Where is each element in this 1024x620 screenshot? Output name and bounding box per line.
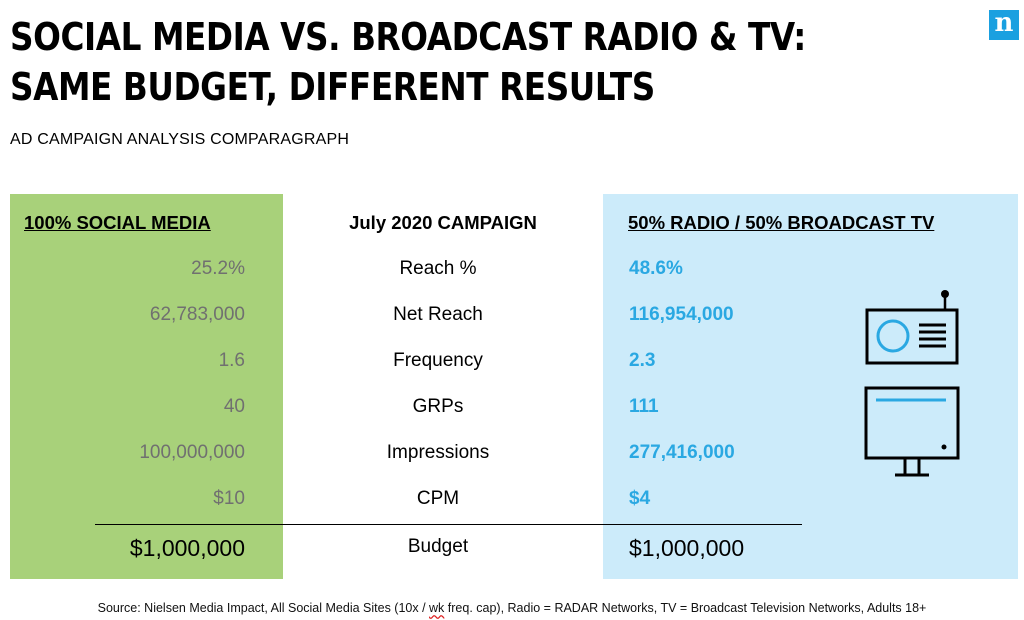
metric-label: Reach % bbox=[399, 258, 477, 279]
broadcast-value: 2.3 bbox=[629, 350, 656, 371]
social-value: 25.2% bbox=[191, 258, 245, 279]
social-value: 62,783,000 bbox=[149, 304, 245, 325]
source-text-start: Source: Nielsen Media Impact, All Social… bbox=[97, 601, 430, 615]
source-text-flagged: wk bbox=[429, 601, 445, 615]
tv-icon bbox=[864, 386, 960, 477]
metric-label: Impressions bbox=[386, 442, 490, 463]
source-footnote: Source: Nielsen Media Impact, All Social… bbox=[0, 601, 1024, 615]
subtitle: AD CAMPAIGN ANALYSIS COMPARAGRAPH bbox=[10, 131, 350, 148]
table-row: 40 GRPs 111 bbox=[0, 396, 1024, 426]
table-row: 1.6 Frequency 2.3 bbox=[0, 350, 1024, 380]
budget-social-value: $1,000,000 bbox=[129, 535, 245, 561]
broadcast-value: $4 bbox=[629, 488, 651, 509]
column-header-campaign: July 2020 CAMPAIGN bbox=[349, 212, 537, 233]
broadcast-value: 48.6% bbox=[629, 258, 683, 279]
budget-label: Budget bbox=[407, 536, 469, 557]
table-row: 25.2% Reach % 48.6% bbox=[0, 258, 1024, 288]
broadcast-value: 277,416,000 bbox=[629, 442, 735, 463]
page-title: SOCIAL MEDIA VS. BROADCAST RADIO & TV: S… bbox=[10, 12, 806, 112]
budget-broadcast-value: $1,000,000 bbox=[629, 535, 745, 561]
column-header-social: 100% SOCIAL MEDIA bbox=[24, 212, 211, 233]
metric-label: Frequency bbox=[393, 350, 483, 371]
nielsen-logo-icon: n bbox=[989, 10, 1019, 40]
total-divider-line bbox=[95, 524, 802, 525]
social-media-panel bbox=[10, 194, 283, 579]
social-value: 40 bbox=[223, 396, 245, 417]
metric-label: GRPs bbox=[412, 396, 464, 417]
table-row: 62,783,000 Net Reach 116,954,000 bbox=[0, 304, 1024, 334]
social-value: 1.6 bbox=[218, 350, 245, 371]
broadcast-value: 111 bbox=[629, 396, 659, 417]
radio-icon bbox=[865, 290, 959, 365]
metric-label: Net Reach bbox=[393, 304, 483, 325]
column-header-broadcast: 50% RADIO / 50% BROADCAST TV bbox=[628, 212, 935, 233]
title-line-2: SAME BUDGET, DIFFERENT RESULTS bbox=[10, 65, 655, 109]
table-row: $10 CPM $4 bbox=[0, 488, 1024, 518]
title-line-1: SOCIAL MEDIA VS. BROADCAST RADIO & TV: bbox=[10, 15, 806, 59]
social-value: $10 bbox=[213, 488, 245, 509]
metric-label: CPM bbox=[416, 488, 460, 509]
broadcast-value: 116,954,000 bbox=[629, 304, 734, 325]
source-text-end: freq. cap), Radio = RADAR Networks, TV =… bbox=[444, 601, 927, 615]
table-row: 100,000,000 Impressions 277,416,000 bbox=[0, 442, 1024, 472]
social-value: 100,000,000 bbox=[139, 442, 245, 463]
